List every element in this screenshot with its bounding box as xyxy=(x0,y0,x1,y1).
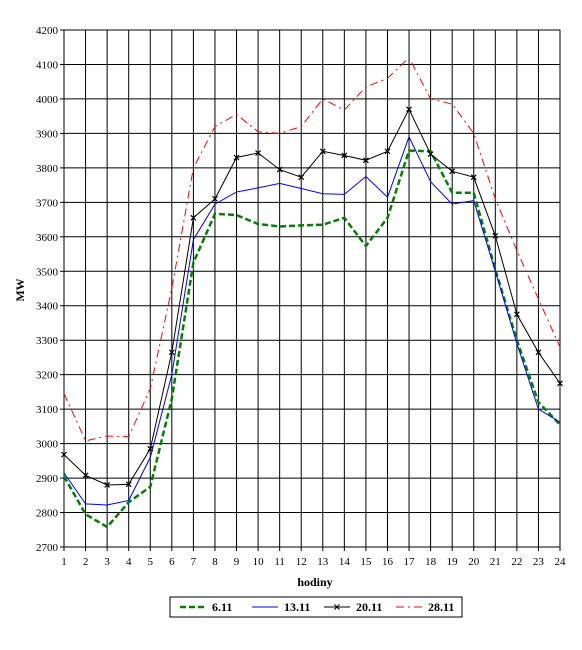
x-tick-label: 3 xyxy=(104,556,110,568)
legend-label: 13.11 xyxy=(284,600,310,614)
x-tick-label: 14 xyxy=(339,556,351,568)
plot-area xyxy=(63,29,561,548)
data-point xyxy=(362,157,369,164)
y-tick-label: 2700 xyxy=(36,542,59,554)
data-point xyxy=(449,168,456,175)
x-tick-label: 17 xyxy=(404,556,416,568)
data-point xyxy=(104,482,111,488)
legend: 6.11 13.11 20.11 28.11 xyxy=(169,596,463,618)
x-tick-label: 11 xyxy=(274,556,285,568)
y-tick-label: 3700 xyxy=(36,197,59,209)
data-point xyxy=(557,380,563,387)
series-layer xyxy=(61,56,563,529)
legend-label: 6.11 xyxy=(212,600,232,614)
x-axis-title: hodiny xyxy=(297,575,332,589)
data-point xyxy=(276,166,283,173)
y-tick-label: 4100 xyxy=(36,59,59,71)
x-tick-label: 21 xyxy=(490,556,501,568)
x-tick-label: 2 xyxy=(83,556,89,568)
x-tick-label: 10 xyxy=(253,556,265,568)
data-point xyxy=(384,148,391,155)
legend-label: 28.11 xyxy=(428,600,454,614)
y-axis-title: MW xyxy=(13,278,27,301)
series-line-13.11 xyxy=(63,135,561,506)
y-tick-label: 4200 xyxy=(36,25,59,37)
y-tick-label: 3800 xyxy=(36,163,59,175)
x-tick-label: 13 xyxy=(317,556,329,568)
data-point xyxy=(406,106,412,113)
data-point xyxy=(82,472,89,479)
data-point xyxy=(190,214,197,221)
x-tick-label: 19 xyxy=(447,556,459,568)
y-tick-label: 2800 xyxy=(36,508,59,520)
y-tick-label: 4000 xyxy=(36,94,59,106)
x-tick-label: 23 xyxy=(533,556,545,568)
data-point xyxy=(319,148,326,155)
grid xyxy=(60,29,561,551)
y-tick-label: 3000 xyxy=(36,439,59,451)
x-tick-label: 16 xyxy=(382,556,394,568)
y-tick-label: 3900 xyxy=(36,128,59,140)
x-tick-label: 1 xyxy=(61,556,67,568)
series-line-20.11 xyxy=(63,108,561,486)
data-point xyxy=(233,154,240,161)
x-tick-label: 24 xyxy=(555,556,567,568)
data-point xyxy=(61,451,67,458)
data-point xyxy=(255,150,262,156)
x-tick-label: 15 xyxy=(360,556,372,568)
data-point xyxy=(125,481,132,488)
y-tick-label: 3100 xyxy=(36,404,59,416)
legend-marker xyxy=(334,604,340,610)
x-tick-label: 22 xyxy=(511,556,522,568)
x-tick-label: 6 xyxy=(169,556,175,568)
x-tick-label: 20 xyxy=(468,556,480,568)
data-point xyxy=(212,195,218,202)
data-point xyxy=(341,152,348,159)
x-tick-label: 8 xyxy=(212,556,218,568)
y-tick-label: 3400 xyxy=(36,301,59,313)
data-point xyxy=(298,174,305,181)
x-tick-label: 12 xyxy=(296,556,307,568)
series-line-6.11 xyxy=(62,149,561,529)
data-point xyxy=(492,232,499,239)
legend-box xyxy=(169,596,463,618)
data-point xyxy=(147,445,154,452)
y-tick-label: 3200 xyxy=(36,370,59,382)
data-point xyxy=(168,349,175,356)
data-point xyxy=(535,349,542,356)
y-tick-label: 3600 xyxy=(36,232,59,244)
x-tick-label: 9 xyxy=(234,556,240,568)
y-tick-label: 2900 xyxy=(36,473,59,485)
y-tick-label: 3500 xyxy=(36,266,59,278)
data-point xyxy=(470,174,477,181)
y-tick-label: 3300 xyxy=(36,335,59,347)
data-point xyxy=(427,151,434,158)
series-line-28.11 xyxy=(63,56,561,442)
x-tick-label: 5 xyxy=(148,556,154,568)
x-tick-label: 7 xyxy=(191,556,197,568)
data-point xyxy=(513,311,520,318)
x-tick-label: 18 xyxy=(425,556,437,568)
x-tick-label: 4 xyxy=(126,556,132,568)
legend-label: 20.11 xyxy=(356,600,382,614)
tick-labels: 2700 2800 2900 3000 3100 3200 3300 3400 3500 3600… xyxy=(36,25,566,568)
